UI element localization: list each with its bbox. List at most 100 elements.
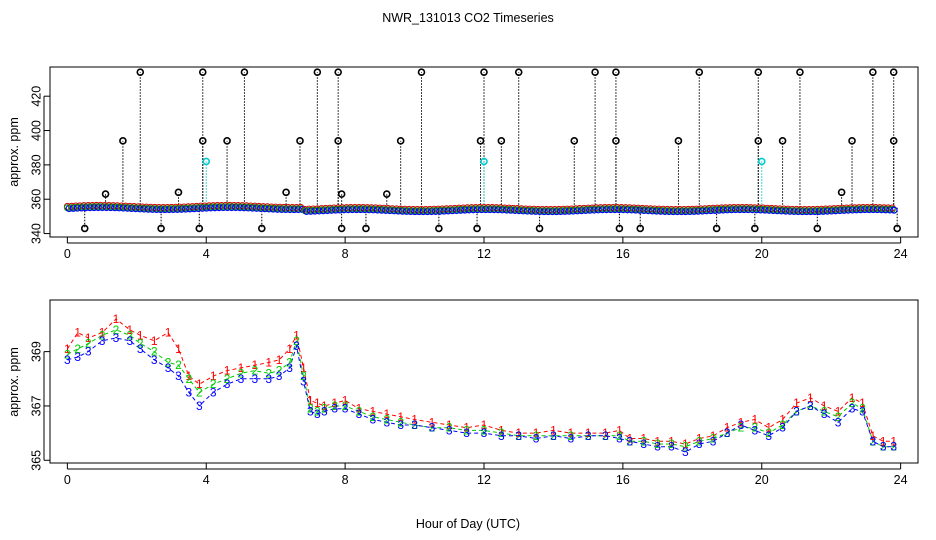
series-2-point: 2	[186, 372, 193, 386]
outlier-low-point	[473, 224, 481, 233]
series-2-point: 2	[765, 426, 772, 440]
series-3-point: 3	[74, 350, 81, 364]
series-2-point: 2	[585, 429, 592, 443]
series-3-point: 3	[224, 377, 231, 391]
series-1-point: 1	[397, 410, 404, 424]
top-y-axis-label: approx. ppm	[7, 117, 21, 186]
series-1-point: 1	[238, 361, 245, 375]
outlier-mid-point	[476, 137, 485, 145]
series-3-point: 3	[342, 402, 349, 416]
series-2-point: 2	[276, 364, 283, 378]
outlier-high-point	[869, 68, 877, 76]
series-1-point: 1	[585, 426, 592, 440]
series-2-point: 2	[224, 372, 231, 386]
top-axes: 0 4 8 12 16 20 24 340 360 380 400 420	[29, 86, 907, 261]
series-2-point: 2	[383, 413, 390, 427]
outlier-high-point	[612, 68, 620, 76]
series-1-point: 1	[356, 402, 363, 416]
series-3-point: 3	[99, 334, 106, 348]
bottom-x-tick-label: 8	[342, 473, 349, 487]
series-1-point: 1	[668, 434, 675, 448]
series-2-point: 2	[175, 358, 182, 372]
series-3-point: 3	[265, 372, 272, 386]
series-2-point: 2	[356, 404, 363, 418]
series-3-point: 3	[779, 421, 786, 435]
series-1-point: 1	[765, 421, 772, 435]
outlier-high-point	[480, 68, 488, 76]
series-1-point: 1	[314, 396, 321, 410]
series-1-point: 1	[870, 429, 877, 443]
series-1-point: 1	[252, 358, 259, 372]
series-1-point: 1	[127, 323, 134, 337]
series-1-point: 1	[616, 423, 623, 437]
series-1-point: 1	[682, 437, 689, 451]
series-1-point: 1	[383, 407, 390, 421]
series-3-point: 3	[807, 399, 814, 413]
top-y-tick-label: 400	[29, 120, 43, 141]
dip-point	[382, 190, 391, 198]
series-2-point: 2	[751, 421, 758, 435]
series-1-point: 1	[151, 334, 158, 348]
series-1-point: 1	[300, 361, 307, 375]
outlier-low-point	[435, 224, 443, 233]
series-2-line	[67, 329, 894, 448]
series-1-point: 1	[113, 312, 120, 326]
top-y-tick-label: 360	[29, 189, 43, 210]
series-3-point: 3	[383, 415, 390, 429]
outlier-mid-point	[848, 137, 856, 145]
series-3-point: 3	[252, 372, 259, 386]
series-2-point: 2	[602, 429, 609, 443]
dip-point	[337, 190, 346, 198]
outlier-cyan-point	[757, 157, 766, 166]
series-1-point: 1	[165, 326, 172, 340]
series-2-point: 2	[550, 429, 557, 443]
series-3-point: 3	[186, 385, 193, 399]
dip-point	[174, 188, 183, 197]
outlier-low-point	[257, 224, 266, 233]
series-2-point: 2	[793, 404, 800, 418]
series-2-point: 2	[533, 429, 540, 443]
series-3-point: 3	[331, 402, 338, 416]
outlier-high-point	[136, 68, 145, 76]
series-3-point: 3	[567, 432, 574, 446]
outlier-low-point	[636, 224, 645, 233]
series-1-point: 1	[654, 434, 661, 448]
series-1-point: 1	[446, 418, 453, 432]
bottom-x-tick-label: 0	[64, 473, 71, 487]
series-1-point: 1	[859, 396, 866, 410]
series-1-point: 1	[849, 391, 856, 405]
series-2-point: 2	[446, 421, 453, 435]
series-3-point: 3	[602, 429, 609, 443]
series-2-point: 2	[252, 364, 259, 378]
series-3-point: 3	[314, 407, 321, 421]
top-data-marks	[63, 68, 901, 233]
outlier-mid-point	[778, 137, 787, 145]
series-3-point: 3	[463, 426, 470, 440]
series-1-point: 1	[224, 364, 231, 378]
outlier-low-point	[535, 224, 544, 233]
series-2-point: 2	[880, 440, 887, 454]
series-2-point: 2	[498, 426, 505, 440]
series-1-point: 1	[533, 426, 540, 440]
series-1-point: 1	[550, 423, 557, 437]
series-2-point: 2	[567, 429, 574, 443]
chart-title: NWR_131013 CO2 Timeseries	[382, 11, 554, 25]
series-3-point: 3	[724, 426, 731, 440]
series-2-point: 2	[151, 345, 158, 359]
top-x-tick-label: 16	[616, 247, 630, 261]
series-1-point: 1	[64, 342, 71, 356]
outlier-high-point	[198, 68, 207, 76]
series-3-point: 3	[859, 404, 866, 418]
top-y-tick-label: 380	[29, 154, 43, 175]
series-1-point: 1	[265, 355, 272, 369]
series-2-point: 2	[640, 434, 647, 448]
series-1-point: 1	[286, 342, 293, 356]
series-2-point: 2	[696, 434, 703, 448]
series-2-point: 2	[397, 415, 404, 429]
series-1-point: 1	[175, 342, 182, 356]
series-1-point: 1	[880, 434, 887, 448]
series-1-point: 1	[210, 369, 217, 383]
series-3-point: 3	[654, 440, 661, 454]
series-3-point: 3	[307, 404, 314, 418]
